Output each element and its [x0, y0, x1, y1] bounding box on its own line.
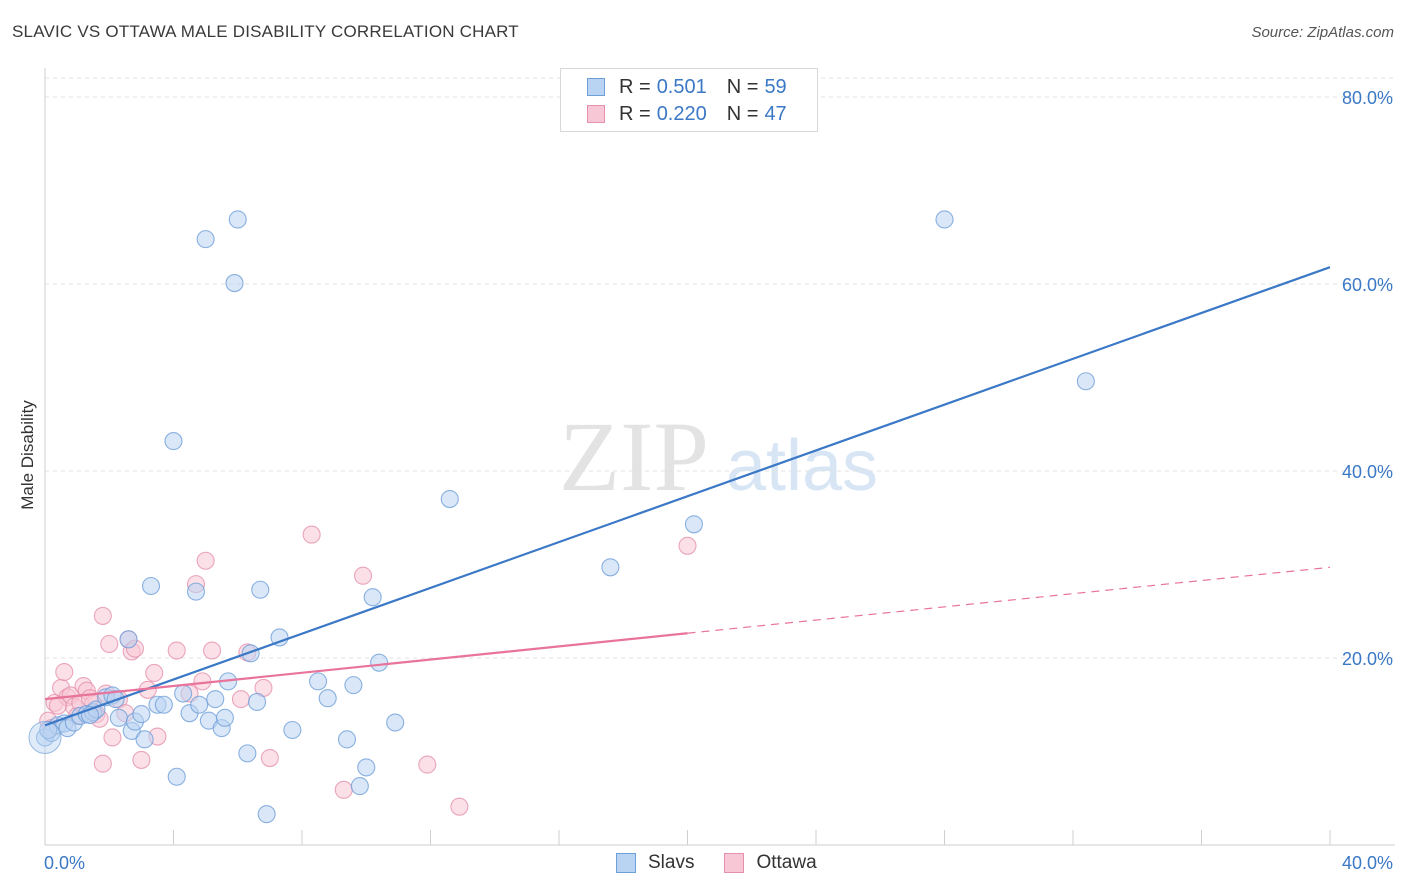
- ottawa-point: [302, 525, 321, 544]
- gridlines: [45, 77, 1395, 659]
- y-tick-label: 80.0%: [1342, 88, 1393, 108]
- ottawa-point: [353, 566, 373, 585]
- ottawa-point: [260, 748, 279, 768]
- slavs-point: [241, 644, 260, 663]
- axes: [44, 68, 1395, 846]
- chart-title: SLAVIC VS OTTAWA MALE DISABILITY CORRELA…: [12, 22, 519, 41]
- legend-swatch-ottawa: [587, 105, 605, 123]
- slavs-point: [167, 767, 186, 786]
- slavs-point: [164, 432, 183, 451]
- ottawa-point: [678, 536, 697, 555]
- ottawa-point: [100, 634, 119, 654]
- y-axis-title: Male Disability: [18, 400, 37, 510]
- slavs-point: [215, 708, 234, 727]
- series-legend: Slavs Ottawa: [616, 852, 847, 874]
- legend-swatch-ottawa: [724, 853, 745, 873]
- legend-r-label: R =: [619, 102, 651, 125]
- slavs-point: [190, 695, 209, 714]
- slavs-point: [119, 630, 138, 649]
- slavs-point: [257, 805, 276, 824]
- legend-swatch-slavs: [587, 78, 605, 96]
- slavs-point: [318, 689, 337, 708]
- ottawa-trend-extension: [687, 566, 1331, 634]
- slavs-point: [684, 515, 703, 534]
- slavs-point: [186, 582, 206, 601]
- slavs-point: [228, 210, 247, 229]
- watermark-zip: ZIP: [559, 401, 709, 512]
- legend-n-label: N =: [726, 102, 759, 125]
- slavs-point: [363, 588, 382, 607]
- watermark: ZIP atlas: [559, 401, 878, 512]
- slavs-point: [357, 758, 376, 777]
- ottawa-point: [231, 690, 251, 709]
- legend-label-ottawa: Ottawa: [756, 852, 817, 873]
- legend-r-value: 0.501: [656, 75, 707, 98]
- ottawa-point: [55, 662, 74, 682]
- slavs-trend-line: [44, 266, 1331, 727]
- slavs-point: [601, 558, 620, 577]
- slavs-point: [206, 690, 225, 709]
- slavs-point: [309, 672, 328, 691]
- ottawa-point: [48, 696, 67, 715]
- stats-legend: R = 0.501 N = 59 R = 0.220 N = 47: [560, 68, 818, 132]
- ottawa-point: [145, 663, 164, 683]
- trend-lines: [44, 266, 1331, 727]
- slavs-point: [283, 720, 302, 740]
- x-tick-label: 40.0%: [1342, 853, 1393, 873]
- slavs-point: [440, 489, 459, 509]
- legend-n-value: 47: [764, 102, 787, 125]
- ottawa-point: [450, 797, 469, 816]
- ottawa-point: [93, 606, 112, 625]
- slavs-point: [337, 730, 357, 749]
- ottawa-point: [93, 754, 112, 773]
- slavs-point: [251, 580, 270, 599]
- ottawa-point: [132, 750, 151, 769]
- legend-swatch-slavs: [616, 853, 636, 873]
- slavs-point: [132, 705, 151, 724]
- y-tick-label: 60.0%: [1342, 275, 1393, 295]
- source-credit: Source: ZipAtlas.com: [1251, 24, 1394, 41]
- slavs-point: [135, 730, 154, 749]
- ottawa-trend-line: [44, 632, 688, 701]
- slavs-point: [350, 777, 369, 796]
- slavs-point: [935, 210, 954, 229]
- slavs-point: [109, 708, 128, 727]
- legend-item-ottawa[interactable]: Ottawa: [724, 852, 817, 874]
- slavs-point: [174, 684, 193, 703]
- watermark-atlas: atlas: [726, 426, 878, 506]
- legend-item-slavs[interactable]: Slavs: [616, 852, 694, 874]
- slavs-point: [370, 653, 389, 672]
- slavs-point: [238, 744, 257, 763]
- slavs-point: [270, 628, 289, 647]
- slavs-point: [141, 576, 161, 596]
- slavs-point: [196, 230, 215, 249]
- slavs-point: [247, 692, 267, 711]
- slavs-point: [386, 713, 405, 732]
- ottawa-point: [103, 728, 122, 747]
- legend-r-value: 0.220: [656, 102, 707, 125]
- legend-row-slavs: R = 0.501 N = 59: [587, 75, 787, 99]
- y-tick-label: 40.0%: [1342, 462, 1393, 482]
- legend-row-ottawa: R = 0.220 N = 47: [587, 102, 787, 126]
- slavs-point: [225, 274, 244, 293]
- ottawa-point: [203, 641, 222, 660]
- legend-n-label: N =: [726, 75, 759, 98]
- slavs-point: [1076, 372, 1095, 391]
- x-tick-label: 0.0%: [44, 853, 85, 873]
- ottawa-point: [167, 641, 186, 660]
- ottawa-point: [334, 780, 353, 799]
- slavs-point-large: [28, 720, 62, 754]
- slavs-point: [154, 695, 173, 714]
- tick-labels: 20.0% 40.0% 60.0% 80.0% 0.0% 40.0%: [44, 88, 1393, 873]
- ottawa-point: [418, 755, 437, 774]
- slavs-points: [28, 210, 1095, 824]
- ottawa-point: [196, 551, 215, 570]
- legend-r-label: R =: [619, 75, 651, 98]
- y-tick-label: 20.0%: [1342, 649, 1393, 669]
- legend-label-slavs: Slavs: [648, 852, 695, 873]
- slavs-point: [344, 676, 363, 695]
- legend-n-value: 59: [764, 75, 787, 98]
